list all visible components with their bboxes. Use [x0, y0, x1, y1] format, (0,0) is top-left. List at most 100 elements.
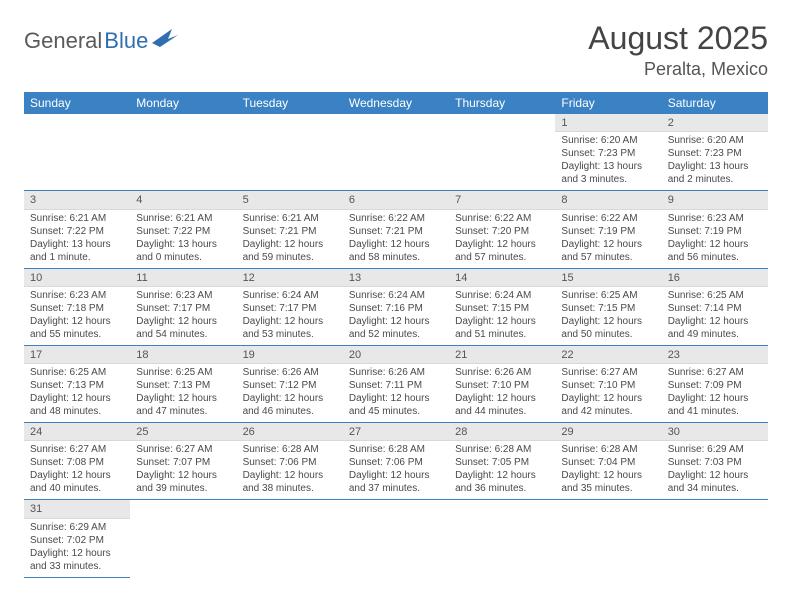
- calendar-day-cell: 7Sunrise: 6:22 AMSunset: 7:20 PMDaylight…: [449, 191, 555, 268]
- sunrise-text: Sunrise: 6:23 AM: [30, 289, 124, 302]
- sunrise-text: Sunrise: 6:28 AM: [455, 443, 549, 456]
- day-number: 23: [662, 346, 768, 364]
- day-body: Sunrise: 6:29 AMSunset: 7:03 PMDaylight:…: [662, 441, 768, 499]
- sunset-text: Sunset: 7:20 PM: [455, 225, 549, 238]
- daylight-text: Daylight: 12 hours and 36 minutes.: [455, 469, 549, 495]
- sunset-text: Sunset: 7:15 PM: [455, 302, 549, 315]
- sunset-text: Sunset: 7:22 PM: [30, 225, 124, 238]
- calendar-day-cell: 21Sunrise: 6:26 AMSunset: 7:10 PMDayligh…: [449, 345, 555, 422]
- calendar-day-cell: 24Sunrise: 6:27 AMSunset: 7:08 PMDayligh…: [24, 423, 130, 500]
- page-title: August 2025: [588, 20, 768, 57]
- day-number: 1: [555, 114, 661, 132]
- daylight-text: Daylight: 12 hours and 42 minutes.: [561, 392, 655, 418]
- sunset-text: Sunset: 7:13 PM: [30, 379, 124, 392]
- sunrise-text: Sunrise: 6:22 AM: [455, 212, 549, 225]
- calendar-day-cell: 16Sunrise: 6:25 AMSunset: 7:14 PMDayligh…: [662, 268, 768, 345]
- daylight-text: Daylight: 12 hours and 49 minutes.: [668, 315, 762, 341]
- daylight-text: Daylight: 12 hours and 55 minutes.: [30, 315, 124, 341]
- day-number: 16: [662, 269, 768, 287]
- day-number: 29: [555, 423, 661, 441]
- sunrise-text: Sunrise: 6:29 AM: [668, 443, 762, 456]
- sunset-text: Sunset: 7:16 PM: [349, 302, 443, 315]
- daylight-text: Daylight: 12 hours and 38 minutes.: [243, 469, 337, 495]
- sunset-text: Sunset: 7:19 PM: [561, 225, 655, 238]
- day-body: Sunrise: 6:20 AMSunset: 7:23 PMDaylight:…: [555, 132, 661, 190]
- weekday-header: Wednesday: [343, 92, 449, 114]
- daylight-text: Daylight: 12 hours and 57 minutes.: [561, 238, 655, 264]
- daylight-text: Daylight: 12 hours and 59 minutes.: [243, 238, 337, 264]
- sunrise-text: Sunrise: 6:28 AM: [349, 443, 443, 456]
- day-body: Sunrise: 6:23 AMSunset: 7:19 PMDaylight:…: [662, 210, 768, 268]
- day-body: Sunrise: 6:25 AMSunset: 7:14 PMDaylight:…: [662, 287, 768, 345]
- daylight-text: Daylight: 13 hours and 2 minutes.: [668, 160, 762, 186]
- day-body: Sunrise: 6:29 AMSunset: 7:02 PMDaylight:…: [24, 519, 130, 577]
- daylight-text: Daylight: 13 hours and 1 minute.: [30, 238, 124, 264]
- day-number: 18: [130, 346, 236, 364]
- day-body: Sunrise: 6:26 AMSunset: 7:12 PMDaylight:…: [237, 364, 343, 422]
- weekday-header: Thursday: [449, 92, 555, 114]
- day-number: 15: [555, 269, 661, 287]
- weekday-header: Tuesday: [237, 92, 343, 114]
- sunrise-text: Sunrise: 6:21 AM: [30, 212, 124, 225]
- daylight-text: Daylight: 12 hours and 40 minutes.: [30, 469, 124, 495]
- calendar-empty-cell: [237, 114, 343, 191]
- sunrise-text: Sunrise: 6:22 AM: [561, 212, 655, 225]
- sunset-text: Sunset: 7:22 PM: [136, 225, 230, 238]
- calendar-day-cell: 13Sunrise: 6:24 AMSunset: 7:16 PMDayligh…: [343, 268, 449, 345]
- sunset-text: Sunset: 7:10 PM: [561, 379, 655, 392]
- daylight-text: Daylight: 12 hours and 44 minutes.: [455, 392, 549, 418]
- sunset-text: Sunset: 7:11 PM: [349, 379, 443, 392]
- day-body: Sunrise: 6:21 AMSunset: 7:22 PMDaylight:…: [130, 210, 236, 268]
- sunrise-text: Sunrise: 6:23 AM: [668, 212, 762, 225]
- day-number: 20: [343, 346, 449, 364]
- day-body: Sunrise: 6:27 AMSunset: 7:08 PMDaylight:…: [24, 441, 130, 499]
- day-body: Sunrise: 6:28 AMSunset: 7:06 PMDaylight:…: [343, 441, 449, 499]
- daylight-text: Daylight: 12 hours and 58 minutes.: [349, 238, 443, 264]
- sunrise-text: Sunrise: 6:21 AM: [243, 212, 337, 225]
- day-number: 2: [662, 114, 768, 132]
- sunset-text: Sunset: 7:17 PM: [136, 302, 230, 315]
- calendar-day-cell: 1Sunrise: 6:20 AMSunset: 7:23 PMDaylight…: [555, 114, 661, 191]
- sunrise-text: Sunrise: 6:27 AM: [561, 366, 655, 379]
- calendar-day-cell: 10Sunrise: 6:23 AMSunset: 7:18 PMDayligh…: [24, 268, 130, 345]
- day-body: Sunrise: 6:22 AMSunset: 7:21 PMDaylight:…: [343, 210, 449, 268]
- calendar-empty-cell: [449, 114, 555, 191]
- daylight-text: Daylight: 12 hours and 34 minutes.: [668, 469, 762, 495]
- calendar-day-cell: 15Sunrise: 6:25 AMSunset: 7:15 PMDayligh…: [555, 268, 661, 345]
- page-subtitle: Peralta, Mexico: [588, 59, 768, 80]
- sunrise-text: Sunrise: 6:24 AM: [349, 289, 443, 302]
- day-number: 10: [24, 269, 130, 287]
- sunset-text: Sunset: 7:02 PM: [30, 534, 124, 547]
- day-body: Sunrise: 6:25 AMSunset: 7:13 PMDaylight:…: [24, 364, 130, 422]
- calendar-day-cell: 30Sunrise: 6:29 AMSunset: 7:03 PMDayligh…: [662, 423, 768, 500]
- daylight-text: Daylight: 12 hours and 57 minutes.: [455, 238, 549, 264]
- weekday-header: Saturday: [662, 92, 768, 114]
- daylight-text: Daylight: 12 hours and 51 minutes.: [455, 315, 549, 341]
- day-number: 4: [130, 191, 236, 209]
- calendar-day-cell: 8Sunrise: 6:22 AMSunset: 7:19 PMDaylight…: [555, 191, 661, 268]
- day-body: Sunrise: 6:27 AMSunset: 7:10 PMDaylight:…: [555, 364, 661, 422]
- day-number: 13: [343, 269, 449, 287]
- daylight-text: Daylight: 12 hours and 37 minutes.: [349, 469, 443, 495]
- daylight-text: Daylight: 12 hours and 35 minutes.: [561, 469, 655, 495]
- sunset-text: Sunset: 7:05 PM: [455, 456, 549, 469]
- calendar-empty-cell: [662, 500, 768, 577]
- sunset-text: Sunset: 7:03 PM: [668, 456, 762, 469]
- daylight-text: Daylight: 12 hours and 56 minutes.: [668, 238, 762, 264]
- sunrise-text: Sunrise: 6:24 AM: [455, 289, 549, 302]
- calendar-day-cell: 28Sunrise: 6:28 AMSunset: 7:05 PMDayligh…: [449, 423, 555, 500]
- logo-word-blue: Blue: [104, 28, 148, 54]
- calendar-empty-cell: [343, 114, 449, 191]
- sunset-text: Sunset: 7:12 PM: [243, 379, 337, 392]
- day-body: Sunrise: 6:21 AMSunset: 7:22 PMDaylight:…: [24, 210, 130, 268]
- day-body: Sunrise: 6:22 AMSunset: 7:19 PMDaylight:…: [555, 210, 661, 268]
- calendar-day-cell: 22Sunrise: 6:27 AMSunset: 7:10 PMDayligh…: [555, 345, 661, 422]
- sunrise-text: Sunrise: 6:20 AM: [668, 134, 762, 147]
- day-body: Sunrise: 6:27 AMSunset: 7:09 PMDaylight:…: [662, 364, 768, 422]
- calendar-empty-cell: [130, 114, 236, 191]
- sunset-text: Sunset: 7:04 PM: [561, 456, 655, 469]
- calendar-body: 1Sunrise: 6:20 AMSunset: 7:23 PMDaylight…: [24, 114, 768, 577]
- day-body: Sunrise: 6:26 AMSunset: 7:10 PMDaylight:…: [449, 364, 555, 422]
- sunset-text: Sunset: 7:13 PM: [136, 379, 230, 392]
- day-number: 21: [449, 346, 555, 364]
